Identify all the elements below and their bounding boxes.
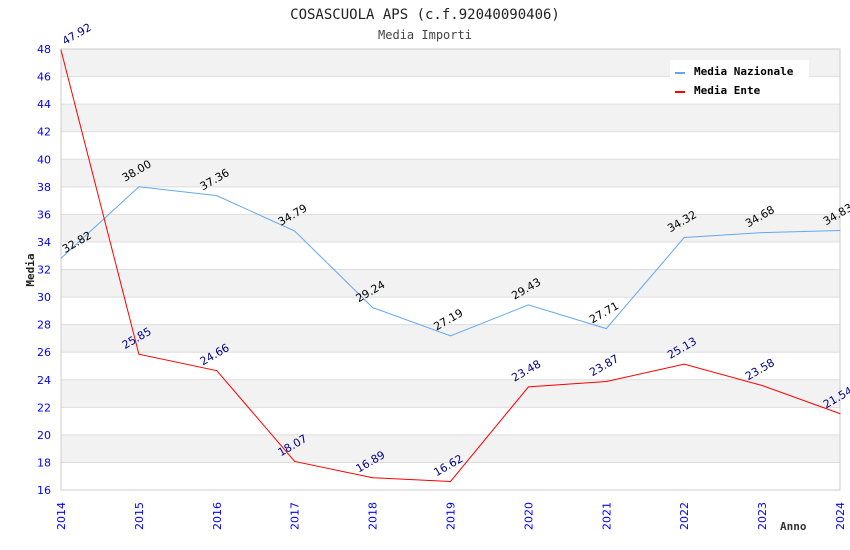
grid-band <box>61 379 840 408</box>
y-tick-label: 16 <box>37 484 51 497</box>
x-tick-label: 2023 <box>756 502 769 530</box>
data-point <box>216 195 218 197</box>
data-point <box>60 257 62 259</box>
x-tick-label: 2022 <box>678 502 691 530</box>
grid-band <box>61 462 840 490</box>
y-tick-label: 18 <box>37 456 51 469</box>
grid-band <box>61 131 840 160</box>
x-tick-label: 2024 <box>834 502 847 530</box>
data-point <box>138 353 140 355</box>
y-axis-label: Media <box>24 253 37 286</box>
y-tick-label: 22 <box>37 401 51 414</box>
grid-band <box>61 269 840 298</box>
y-tick-label: 26 <box>37 346 51 359</box>
data-point <box>294 230 296 232</box>
x-tick-label: 2016 <box>211 502 224 530</box>
y-tick-label: 44 <box>37 98 51 111</box>
x-tick-label: 2015 <box>133 502 146 530</box>
grid-band <box>61 104 840 132</box>
grid-band <box>61 324 840 353</box>
legend: Media Nazionale Media Ente <box>670 60 809 102</box>
x-axis-label: Anno <box>780 520 807 533</box>
legend-swatch-ente <box>675 91 685 93</box>
data-point <box>527 304 529 306</box>
legend-label-ente: Media Ente <box>694 84 761 97</box>
plot-border <box>60 48 841 491</box>
grid-band <box>61 352 840 380</box>
x-tick-label: 2017 <box>289 502 302 530</box>
data-point <box>60 49 62 51</box>
data-point <box>216 370 218 372</box>
data-label: 47.92 <box>60 21 94 48</box>
x-tick-label: 2014 <box>55 502 68 530</box>
y-tick-label: 38 <box>37 181 51 194</box>
data-point <box>605 328 607 330</box>
grid-band <box>61 407 840 435</box>
data-point <box>294 460 296 462</box>
y-tick-label: 34 <box>37 236 51 249</box>
data-point <box>683 237 685 239</box>
y-tick-label: 20 <box>37 429 51 442</box>
y-tick-label: 40 <box>37 153 51 166</box>
data-point <box>761 385 763 387</box>
data-point <box>761 232 763 234</box>
data-point <box>450 335 451 337</box>
x-tick-label: 2020 <box>522 502 535 530</box>
data-point <box>372 307 374 309</box>
data-point <box>839 413 841 415</box>
legend-swatch-nazionale <box>675 72 685 74</box>
y-tick-label: 42 <box>37 126 51 139</box>
x-tick-label: 2018 <box>367 502 380 530</box>
data-point <box>683 363 685 365</box>
grid-band <box>61 186 840 215</box>
chart-subtitle: Media Importi <box>378 28 472 42</box>
y-tick-label: 24 <box>37 374 51 387</box>
grid-band <box>61 434 840 463</box>
legend-label-nazionale: Media Nazionale <box>694 65 794 78</box>
data-point <box>138 186 140 188</box>
grid-band <box>61 241 840 270</box>
y-tick-label: 30 <box>37 291 51 304</box>
grid-band <box>61 214 840 242</box>
y-tick-label: 48 <box>37 43 51 56</box>
grid-band <box>61 159 840 187</box>
data-point <box>450 480 451 482</box>
x-tick-label: 2019 <box>445 502 458 530</box>
y-tick-label: 32 <box>37 264 51 277</box>
y-tick-label: 46 <box>37 71 51 84</box>
data-point <box>839 229 841 231</box>
grid-band <box>61 297 840 325</box>
chart-title: COSASCUOLA APS (c.f.92040090406) <box>290 7 560 23</box>
y-tick-label: 36 <box>37 208 51 221</box>
y-tick-label: 28 <box>37 319 51 332</box>
x-tick-label: 2021 <box>600 502 613 530</box>
data-point <box>372 477 374 479</box>
data-point <box>527 386 529 388</box>
data-point <box>605 381 607 383</box>
